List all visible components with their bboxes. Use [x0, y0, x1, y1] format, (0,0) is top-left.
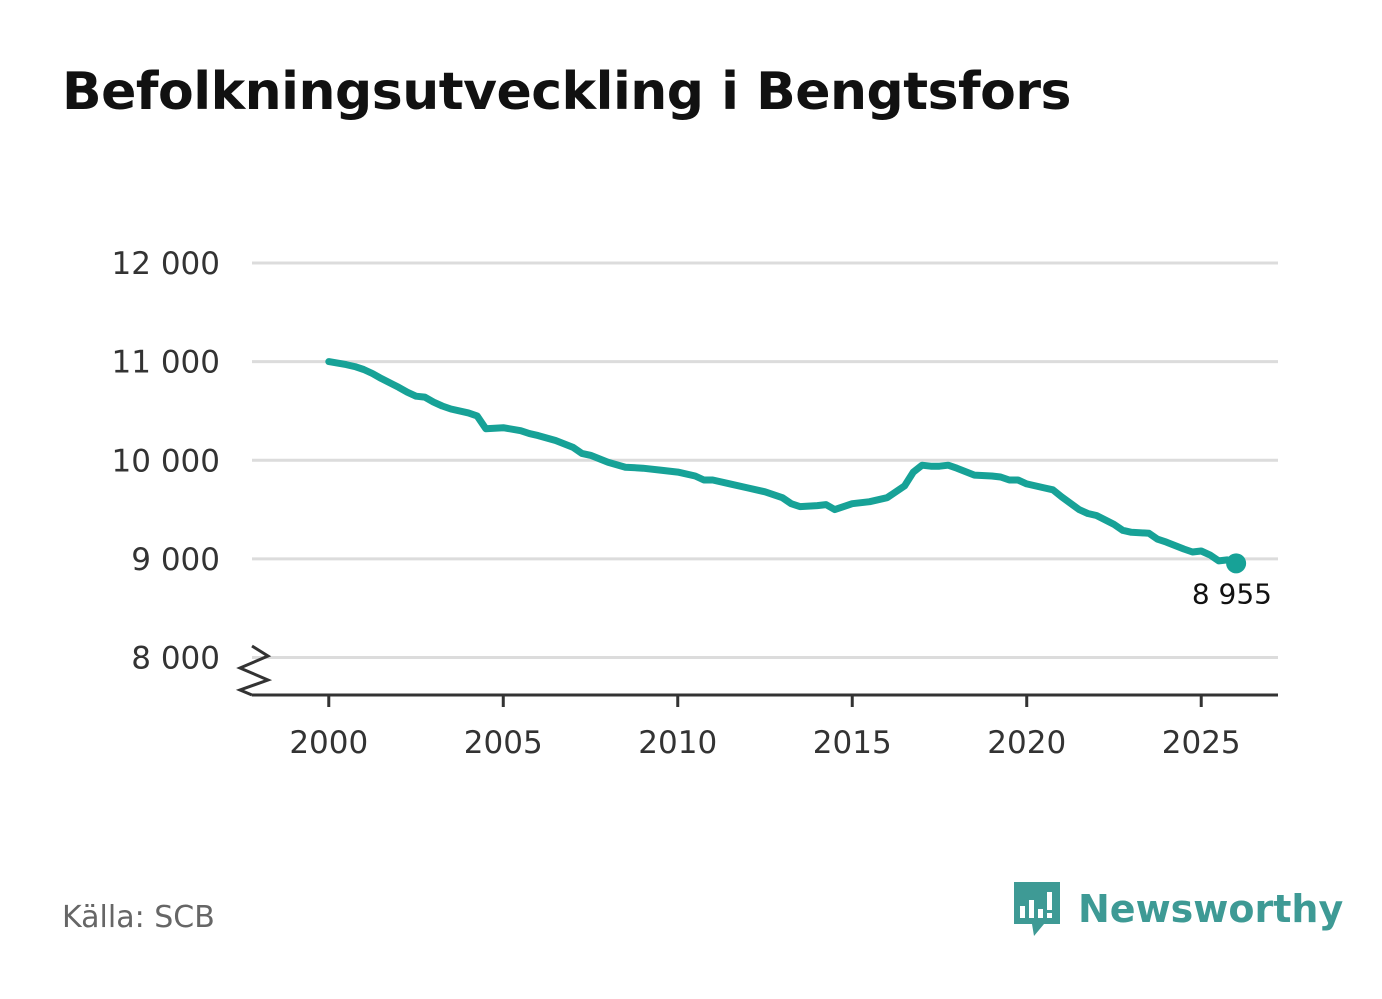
brand-logo[interactable]: Newsworthy [1010, 878, 1343, 940]
end-value-label: 8 955 [1192, 577, 1272, 610]
y-tick-label-10000: 10 000 [112, 443, 220, 479]
y-tick-label-11000: 11 000 [112, 345, 220, 381]
x-tick-label-2020: 2020 [987, 725, 1066, 761]
y-tick-label-9000: 9 000 [131, 542, 220, 578]
x-tick-label-2025: 2025 [1162, 725, 1241, 761]
chart-title: Befolkningsutveckling i Bengtsfors [62, 62, 1071, 122]
series-group: 8 955 [325, 358, 1272, 610]
axis-break-icon [235, 644, 273, 697]
x-tick-label-2000: 2000 [289, 725, 368, 761]
source-label: Källa: SCB [62, 900, 215, 935]
newsworthy-logo-icon [1014, 882, 1060, 936]
x-tick-label-2005: 2005 [464, 725, 543, 761]
series-line-0 [325, 358, 1240, 567]
x-tick-label-2015: 2015 [813, 725, 892, 761]
x-axis [235, 644, 1278, 697]
y-tick-label-8000: 8 000 [131, 641, 220, 677]
y-tick-label-12000: 12 000 [112, 246, 220, 282]
x-axis-ticks: 2000 2005 2010 2015 2020 2025 [289, 695, 1241, 761]
end-point-marker [1226, 553, 1247, 574]
y-axis-ticks: 8 000 9 000 10 000 11 000 12 000 [112, 246, 220, 677]
gridlines [252, 261, 1278, 660]
brand-name: Newsworthy [1078, 887, 1344, 931]
x-tick-label-2010: 2010 [638, 725, 717, 761]
